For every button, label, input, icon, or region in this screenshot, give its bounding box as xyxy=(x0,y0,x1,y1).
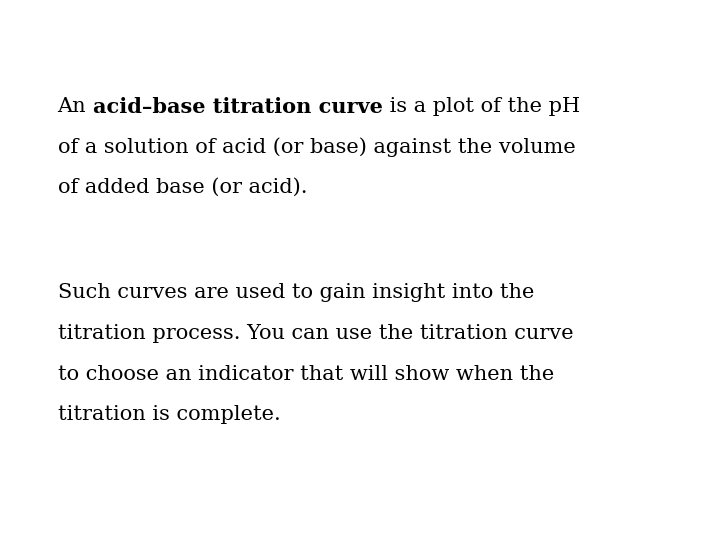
Text: Such curves are used to gain insight into the: Such curves are used to gain insight int… xyxy=(58,284,534,302)
Text: titration process. You can use the titration curve: titration process. You can use the titra… xyxy=(58,324,573,343)
Text: of a solution of acid (or base) against the volume: of a solution of acid (or base) against … xyxy=(58,138,575,157)
Text: acid–base titration curve: acid–base titration curve xyxy=(93,97,383,117)
Text: titration is complete.: titration is complete. xyxy=(58,405,280,424)
Text: An: An xyxy=(58,97,93,116)
Text: of added base (or acid).: of added base (or acid). xyxy=(58,178,307,197)
Text: is a plot of the pH: is a plot of the pH xyxy=(383,97,580,116)
Text: to choose an indicator that will show when the: to choose an indicator that will show wh… xyxy=(58,364,554,383)
